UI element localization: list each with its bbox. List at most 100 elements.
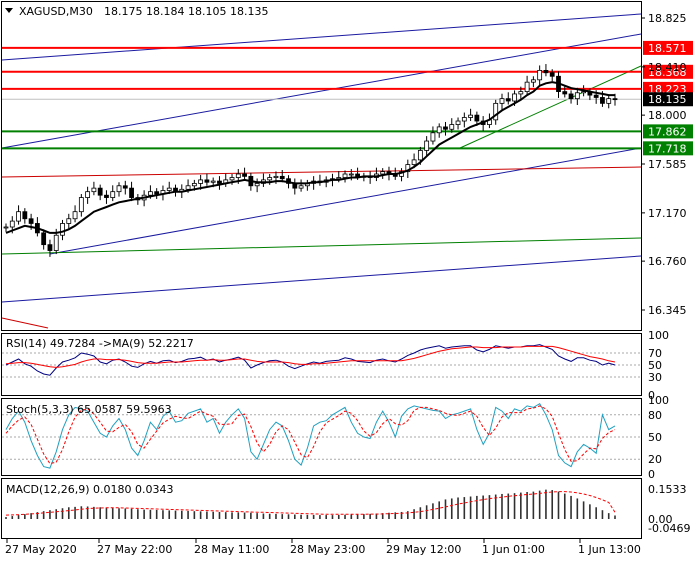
- time-tick-label: 29 May 12:00: [386, 543, 461, 556]
- current-price-label: 18.135: [648, 93, 687, 106]
- candle-body: [543, 69, 549, 74]
- candle-body: [499, 98, 505, 104]
- candle-body: [110, 191, 116, 198]
- time-tick-label: 27 May 2020: [5, 543, 77, 556]
- stoch-tick-label: 0: [648, 468, 655, 481]
- macd-signal-line: [5, 491, 616, 516]
- rsi-tick-label: 50: [648, 359, 662, 372]
- price-tick-label: 18.410: [648, 61, 687, 74]
- level-tag-label: 18.368: [648, 66, 687, 79]
- candle-body: [166, 187, 172, 191]
- moving-average-line: [5, 81, 615, 234]
- candle-body: [612, 98, 618, 101]
- stoch-tick-label: 100: [648, 394, 669, 407]
- candle-body: [606, 98, 612, 104]
- macd-label: MACD(12,26,9) 0.0180 0.0343: [6, 483, 174, 496]
- candle-body: [574, 92, 580, 100]
- candle-body: [235, 173, 241, 178]
- candle-body: [254, 183, 260, 187]
- candle-body: [436, 126, 442, 134]
- collapse-triangle-icon[interactable]: [5, 8, 13, 13]
- candle-body: [41, 232, 47, 246]
- trend-line-red-short: [1, 317, 49, 329]
- level-tag: [643, 141, 693, 156]
- time-tick-label: 28 May 23:00: [290, 543, 365, 556]
- rsi-tick-label: 0: [648, 389, 655, 402]
- candle-body: [430, 132, 436, 142]
- candle-body: [78, 197, 84, 213]
- trend-line-green: [1, 237, 642, 255]
- stoch-tick-label: 20: [648, 453, 662, 466]
- rsi-ma-line: [5, 345, 616, 368]
- candle-body: [273, 175, 279, 178]
- time-tick-label: 27 May 22:00: [97, 543, 172, 556]
- candle-body: [424, 140, 430, 151]
- candle-body: [512, 93, 517, 102]
- candle-body: [91, 187, 97, 193]
- candle-body: [449, 124, 455, 130]
- candle-body: [348, 173, 354, 176]
- rsi-tick-label: 70: [648, 347, 662, 360]
- macd-tick-label: 0.00: [648, 513, 673, 526]
- candle-body: [191, 183, 197, 187]
- candle-body: [104, 194, 109, 198]
- candle-body: [122, 185, 128, 189]
- level-tag: [643, 40, 693, 55]
- candle-body: [336, 177, 342, 180]
- candle-body: [97, 187, 103, 196]
- trend-line-green-short: [459, 65, 642, 149]
- candle-body: [581, 91, 587, 94]
- candle-body: [537, 69, 543, 81]
- level-tag-label: 17.718: [648, 142, 687, 155]
- candle-body: [562, 91, 568, 95]
- candle-body: [549, 72, 555, 77]
- candle-body: [518, 91, 524, 95]
- level-tag: [643, 64, 693, 79]
- candle-body: [148, 191, 153, 196]
- candle-body: [417, 150, 423, 161]
- candle-body: [505, 98, 511, 102]
- candle-body: [116, 185, 122, 193]
- candle-body: [154, 191, 160, 195]
- ohlc-label: 18.175 18.184 18.105 18.135: [104, 5, 268, 18]
- price-tick-label: 17.585: [648, 158, 687, 171]
- candle-body: [524, 81, 530, 92]
- candle-body: [28, 218, 34, 224]
- candle-body: [47, 244, 53, 251]
- level-tag: [643, 124, 693, 139]
- candle-body: [267, 177, 273, 181]
- rsi-label: RSI(14) 49.7284 ->MA(9) 52.2217: [6, 337, 194, 350]
- price-tick-label: 17.170: [648, 207, 687, 220]
- macd-tick-label: -0.0469: [648, 522, 690, 535]
- channel-line-upper: [1, 13, 642, 61]
- candle-body: [530, 79, 536, 83]
- candle-body: [600, 97, 605, 104]
- price-tick-label: 16.345: [648, 304, 687, 317]
- rsi-tick-label: 100: [648, 329, 669, 342]
- candle-body: [411, 159, 417, 165]
- candle-body: [60, 223, 65, 236]
- price-tick-label: 16.760: [648, 255, 687, 268]
- price-tick-label: 18.825: [648, 12, 687, 25]
- candle-body: [593, 94, 599, 98]
- candle-body: [53, 234, 59, 251]
- candle-body: [3, 226, 9, 229]
- rsi-tick-label: 30: [648, 371, 662, 384]
- candle-body: [129, 187, 134, 198]
- candle-body: [185, 185, 191, 190]
- time-tick-label: 28 May 11:00: [194, 543, 269, 556]
- channel-line-lower: [1, 255, 642, 303]
- stoch-tick-label: 80: [648, 409, 662, 422]
- candle-body: [468, 114, 473, 118]
- candle-body: [298, 185, 304, 189]
- candle-body: [85, 191, 91, 198]
- stoch-tick-label: 50: [648, 431, 662, 444]
- stoch-d-line: [5, 405, 616, 465]
- macd-panel: [1, 478, 642, 539]
- candle-body: [229, 177, 235, 181]
- level-tag-label: 17.862: [648, 125, 687, 138]
- candle-body: [461, 117, 467, 122]
- price-panel: [1, 1, 642, 331]
